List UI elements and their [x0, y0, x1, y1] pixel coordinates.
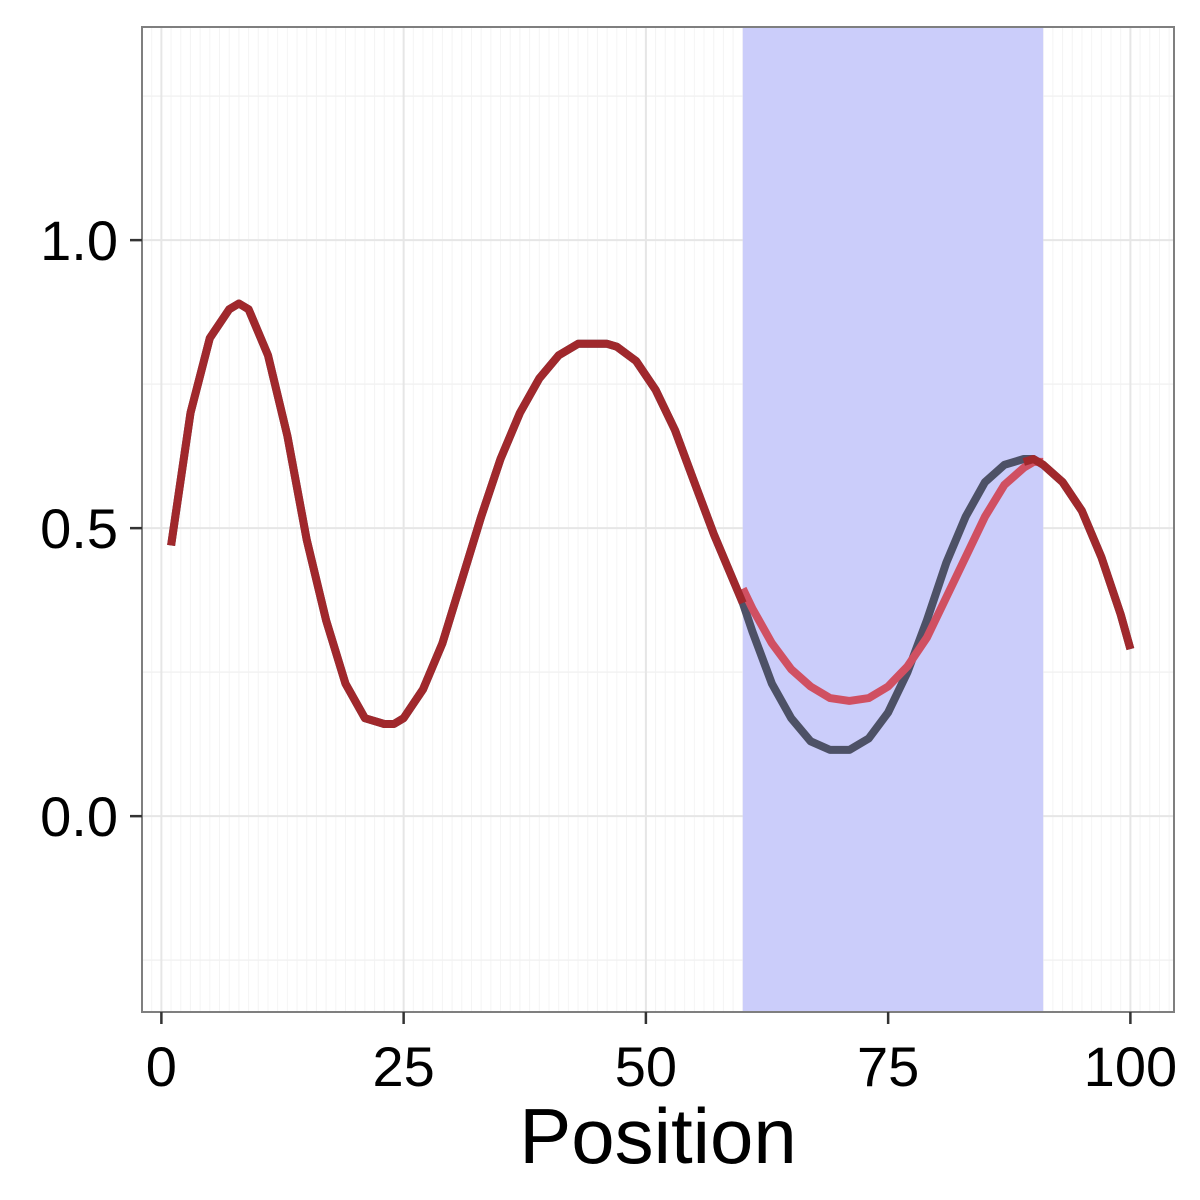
highlight-layer: [742, 27, 1044, 1012]
y-tick-label: 1.0: [40, 209, 118, 272]
y-tick-label: 0.5: [40, 497, 118, 560]
y-tick-label: 0.0: [40, 785, 118, 848]
y-axis: 0.0 0.5 1.0: [40, 209, 142, 848]
x-tick-label: 100: [1084, 1035, 1177, 1098]
panel-border: [141, 26, 1175, 1013]
x-tick-label: 50: [615, 1035, 677, 1098]
x-axis: 0 25 50 75 100: [146, 1012, 1177, 1098]
x-tick-label: 75: [857, 1035, 919, 1098]
x-axis-title: Position: [519, 1092, 797, 1180]
x-tick-label: 0: [146, 1035, 177, 1098]
lines-layer: [167, 299, 1135, 754]
series-line-2: [739, 457, 1044, 705]
x-tick-label: 25: [372, 1035, 434, 1098]
series-line-4: [1022, 455, 1135, 651]
highlight-band: [742, 27, 1044, 1012]
series-line-3: [167, 299, 747, 728]
